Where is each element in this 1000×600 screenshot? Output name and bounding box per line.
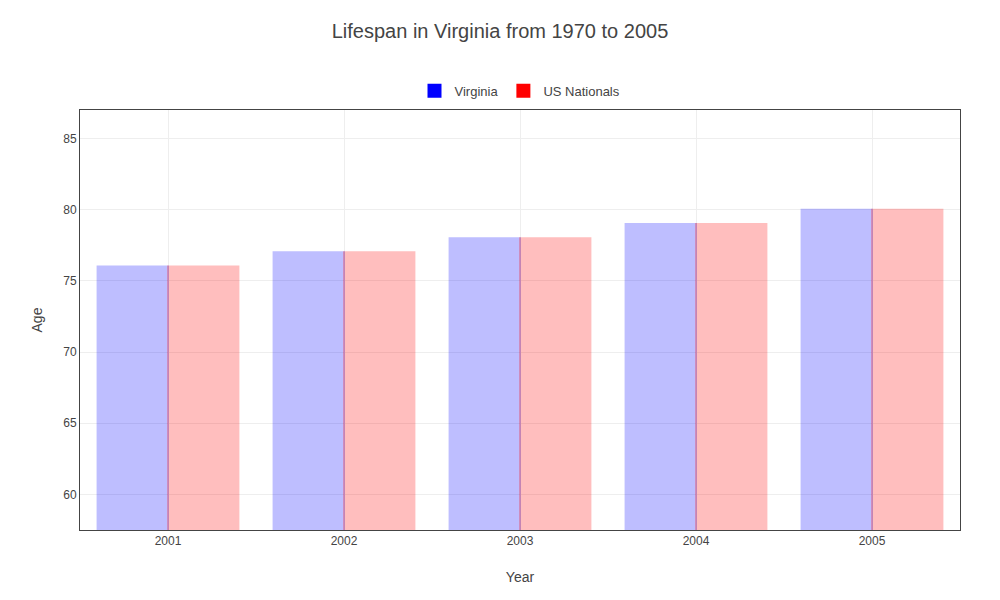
svg-text:60: 60 [63,488,77,502]
svg-text:70: 70 [63,345,77,359]
svg-text:65: 65 [63,416,77,430]
svg-text:80: 80 [63,203,77,217]
svg-text:Lifespan in Virginia from 1970: Lifespan in Virginia from 1970 to 2005 [332,20,669,42]
svg-text:Virginia: Virginia [455,84,499,99]
svg-text:US Nationals: US Nationals [543,84,619,99]
svg-text:2003: 2003 [507,534,534,548]
svg-text:75: 75 [63,274,77,288]
svg-text:85: 85 [63,132,77,146]
svg-text:Year: Year [506,569,535,585]
svg-text:2004: 2004 [683,534,710,548]
svg-text:2001: 2001 [155,534,182,548]
svg-text:2002: 2002 [331,534,358,548]
svg-text:2005: 2005 [859,534,886,548]
svg-text:Age: Age [29,307,45,332]
